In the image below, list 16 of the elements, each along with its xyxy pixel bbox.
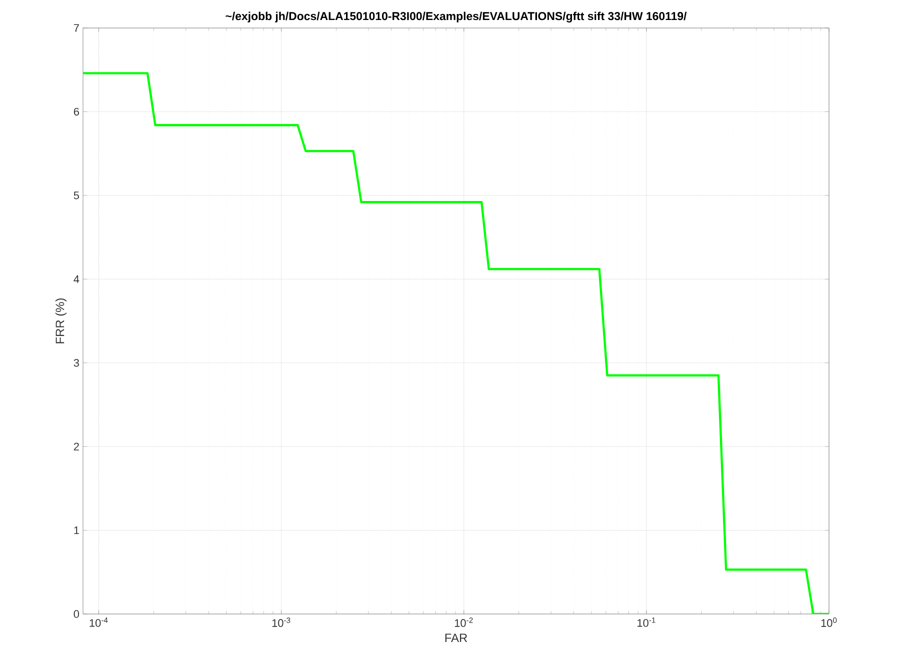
y-tick-label: 2 xyxy=(74,442,79,450)
y-tick-label: 7 xyxy=(74,24,79,32)
y-tick-label: 3 xyxy=(74,358,79,367)
x-axis-title: FAR xyxy=(445,634,468,642)
y-tick-label: 1 xyxy=(74,526,79,534)
x-tick-label: 10$^{-2}$ xyxy=(454,618,473,627)
y-tick-label: 5 xyxy=(74,192,80,200)
x-tick-label: 10$^{0}$ xyxy=(821,618,837,627)
x-tick-label: 10$^{-3}$ xyxy=(272,618,290,627)
y-tick-label: 4 xyxy=(74,275,80,283)
y-axis-title: FRR (%) xyxy=(55,298,67,344)
chart-title: ~/exjobb jh/Docs/ALA1501010-R3I00/Examples/EVALUATIONS/gftt sift 33/HW 160119/ xyxy=(226,12,687,22)
x-tick-label: 10$^{-1}$ xyxy=(638,618,656,627)
y-tick-label: 6 xyxy=(74,108,79,116)
x-tick-label: 10$^{-4}$ xyxy=(90,618,108,627)
y-tick-label: 0 xyxy=(74,610,80,618)
